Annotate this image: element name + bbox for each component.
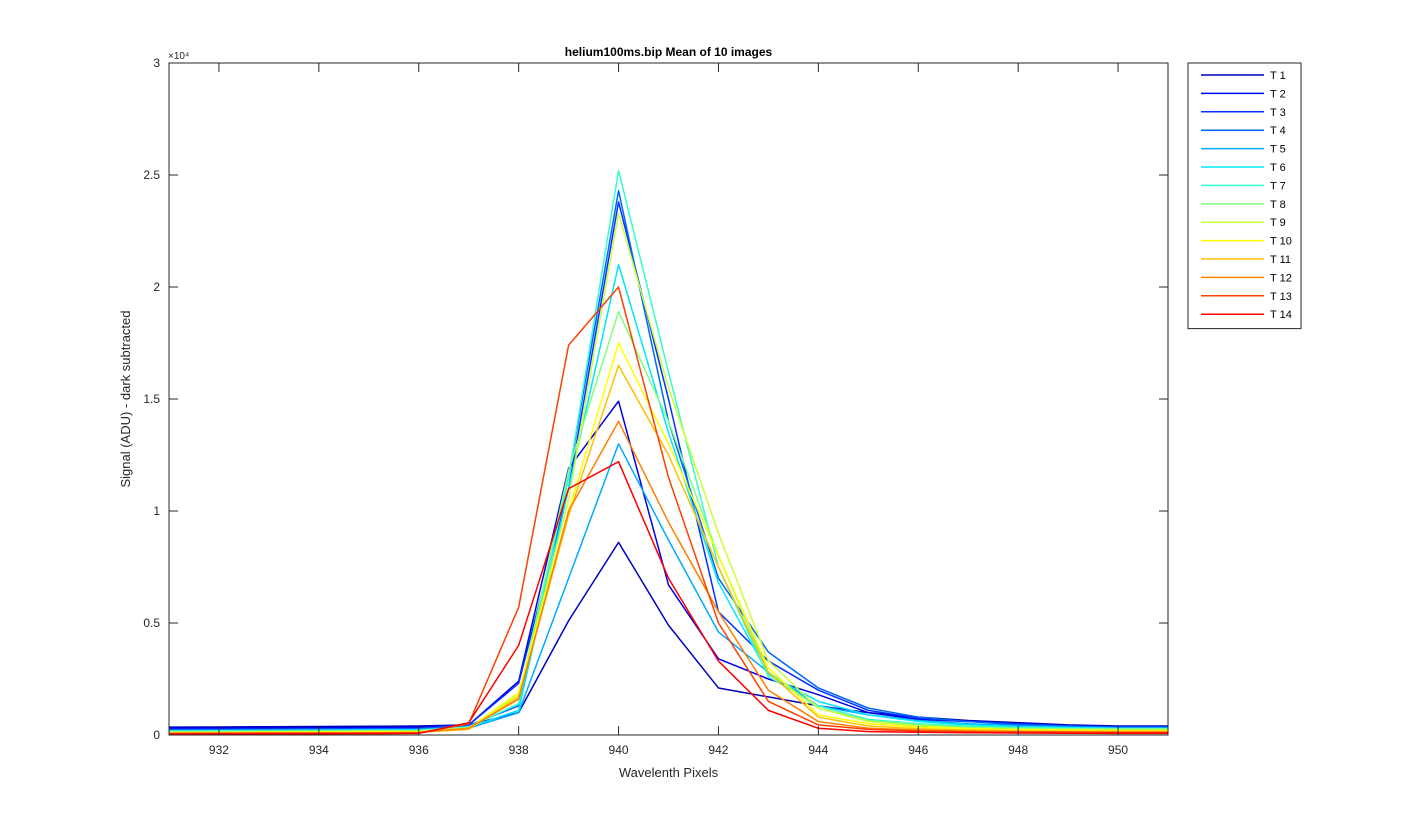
- x-tick-label: 938: [509, 743, 529, 757]
- legend-label-2: T 2: [1270, 88, 1286, 100]
- legend-label-11: T 11: [1270, 254, 1291, 266]
- plot-area: 932 934 936 938 940 942 944 946 948 950 0 0.5 1 1.5 2 2…: [143, 56, 1169, 757]
- series-line-2: [169, 400, 1168, 730]
- legend-label-10: T 10: [1270, 236, 1292, 248]
- legend-label-8: T 8: [1270, 199, 1286, 211]
- y-tick-label: 0: [153, 728, 160, 742]
- series-line-14: [169, 460, 1168, 735]
- y-axis-label: Signal (ADU) - dark subtracted: [118, 310, 133, 487]
- chart-title: helium100ms.bip Mean of 10 images: [565, 45, 773, 59]
- x-tick-label: 948: [1008, 743, 1028, 757]
- series-line-3: [169, 201, 1168, 731]
- y-axis-exponent: ×10⁴: [168, 51, 189, 62]
- legend-label-5: T 5: [1270, 144, 1286, 156]
- series-line-4: [169, 189, 1168, 731]
- legend: T 1 T 2 T 3 T 4 T 5 T 6 T 7 T 8 T 9 T 10 T 11 T 12 T…: [1187, 62, 1302, 330]
- legend-label-6: T 6: [1270, 162, 1286, 174]
- series-lines: [169, 169, 1168, 735]
- y-tick-label: 1.5: [143, 392, 160, 406]
- x-axis-label: Wavelenth Pixels: [619, 765, 719, 780]
- series-line-13: [169, 286, 1168, 735]
- x-tick-label: 950: [1108, 743, 1128, 757]
- legend-label-12: T 12: [1270, 272, 1292, 284]
- series-line-9: [169, 212, 1168, 734]
- y-tick-label: 2.5: [143, 168, 160, 182]
- x-tick-label: 936: [409, 743, 429, 757]
- x-tick-label: 946: [908, 743, 928, 757]
- legend-box: [1187, 62, 1302, 330]
- series-line-1: [169, 541, 1168, 728]
- legend-label-9: T 9: [1270, 217, 1286, 229]
- y-tick-label: 1: [153, 504, 160, 518]
- y-tick-label: 3: [153, 56, 160, 70]
- y-tick-label: 2: [153, 280, 160, 294]
- legend-label-7: T 7: [1270, 180, 1286, 192]
- x-tick-label: 940: [609, 743, 629, 757]
- x-tick-label: 942: [708, 743, 728, 757]
- legend-label-14: T 14: [1270, 309, 1292, 321]
- series-line-5: [169, 443, 1168, 732]
- series-line-6: [169, 263, 1168, 732]
- series-line-7: [169, 169, 1168, 733]
- legend-label-1: T 1: [1270, 70, 1286, 82]
- x-tick-label: 934: [309, 743, 329, 757]
- legend-label-13: T 13: [1270, 291, 1292, 303]
- y-tick-label: 0.5: [143, 616, 160, 630]
- legend-label-3: T 3: [1270, 107, 1286, 119]
- legend-label-4: T 4: [1270, 125, 1286, 137]
- x-tick-label: 944: [808, 743, 828, 757]
- x-tick-label: 932: [209, 743, 229, 757]
